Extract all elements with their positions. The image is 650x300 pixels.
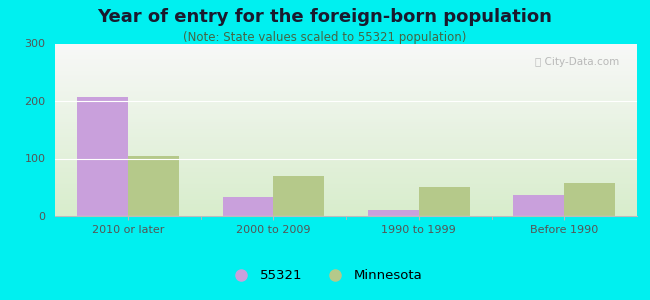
Text: Ⓢ City-Data.com: Ⓢ City-Data.com	[536, 57, 619, 67]
Bar	[77, 97, 128, 216]
Bar	[222, 197, 274, 216]
Text: (Note: State values scaled to 55321 population): (Note: State values scaled to 55321 popu…	[183, 32, 467, 44]
Legend: 55321, Minnesota: 55321, Minnesota	[222, 264, 428, 287]
Bar	[419, 187, 470, 216]
Bar	[368, 210, 419, 216]
Bar	[514, 195, 564, 216]
Text: Year of entry for the foreign-born population: Year of entry for the foreign-born popul…	[98, 8, 552, 26]
Bar	[564, 183, 615, 216]
Bar	[274, 176, 324, 216]
Bar	[128, 156, 179, 216]
